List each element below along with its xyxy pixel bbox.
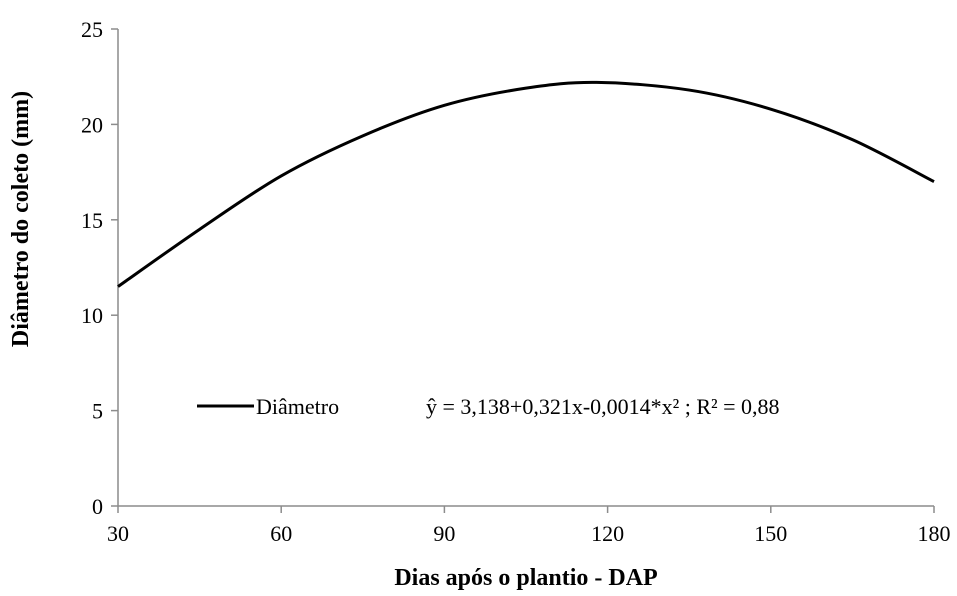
x-tick-label: 30	[107, 521, 129, 546]
y-tick-label: 15	[81, 208, 103, 233]
legend-label-diametro: Diâmetro	[256, 394, 339, 419]
y-axis-ticks: 0 5 10 15 20 25	[81, 17, 118, 519]
series-group	[117, 80, 935, 288]
legend: Diâmetro ŷ = 3,138+0,321x-0,0014*x² ; R²…	[197, 394, 780, 419]
x-tick-label: 60	[270, 521, 292, 546]
y-tick-label: 0	[92, 494, 103, 519]
y-tick-label: 25	[81, 17, 103, 42]
series-line-diametro	[117, 80, 935, 288]
y-tick-label: 5	[92, 399, 103, 424]
x-axis-ticks: 30 60 90 120 150 180	[107, 506, 951, 546]
x-tick-label: 150	[754, 521, 787, 546]
y-axis-title: Diâmetro do coleto (mm)	[8, 91, 34, 347]
x-axis-title: Dias após o plantio - DAP	[394, 565, 657, 591]
y-tick-label: 10	[81, 303, 103, 328]
plot-area: 0 5 10 15 20 25 30 60 90 120 150 180	[81, 17, 951, 546]
x-tick-label: 180	[918, 521, 951, 546]
x-tick-label: 120	[591, 521, 624, 546]
y-tick-label: 20	[81, 112, 103, 137]
x-tick-label: 90	[433, 521, 455, 546]
regression-equation: ŷ = 3,138+0,321x-0,0014*x² ; R² = 0,88	[426, 394, 780, 419]
